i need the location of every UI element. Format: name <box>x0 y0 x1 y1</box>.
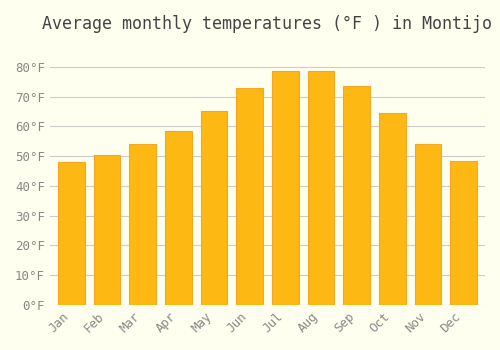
Bar <box>200 111 228 305</box>
Bar <box>272 71 298 305</box>
Bar <box>58 162 84 305</box>
Bar <box>343 86 370 305</box>
Bar <box>379 113 406 305</box>
Bar <box>236 88 263 305</box>
Bar <box>94 155 120 305</box>
Bar <box>165 131 192 305</box>
Bar <box>308 71 334 305</box>
Title: Average monthly temperatures (°F ) in Montijo: Average monthly temperatures (°F ) in Mo… <box>42 15 492 33</box>
Bar <box>450 161 477 305</box>
Bar <box>129 144 156 305</box>
Bar <box>414 144 442 305</box>
